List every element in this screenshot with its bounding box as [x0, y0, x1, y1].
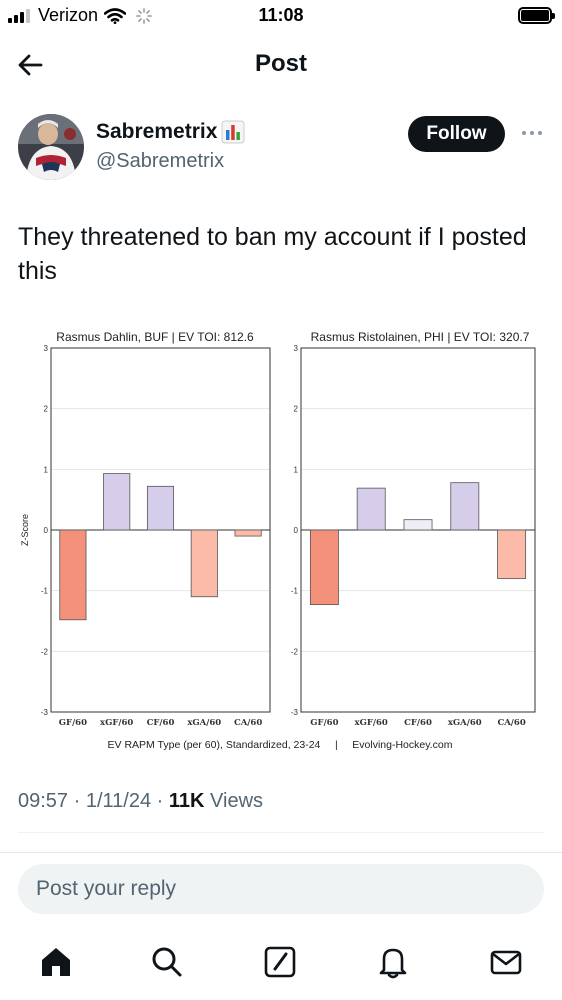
tweet-date: 1/11/24 [85, 790, 152, 812]
chart-x-tick-label: CA/60 [234, 718, 262, 728]
tweet-time: 09:57 [18, 790, 69, 812]
home-icon[interactable] [38, 944, 74, 980]
messages-icon[interactable] [488, 944, 524, 980]
chart-bar [234, 529, 262, 537]
views-label: Views [210, 790, 264, 812]
chart-caption: EV RAPM Type (per 60), Standardized, 23-… [108, 739, 453, 751]
chart-y-tick-label: 0 [44, 526, 49, 535]
notifications-icon[interactable] [375, 944, 411, 980]
page-title: Post [254, 50, 307, 77]
chart-x-tick-label: xGF/60 [100, 718, 133, 728]
carrier-label: Verizon [38, 5, 99, 25]
chart-x-tick-label: xGA/60 [448, 718, 482, 728]
chart-y-tick-label: -2 [291, 647, 299, 656]
search-icon[interactable] [149, 944, 185, 980]
chart-x-tick-label: CA/60 [497, 718, 525, 728]
activity-spinner-icon [136, 7, 152, 24]
chart-x-tick-label: GF/60 [310, 718, 338, 728]
post-header: Post [0, 40, 562, 90]
chart-title-right: Rasmus Ristolainen, PHI | EV TOI: 320.7 [311, 330, 530, 344]
chart-bar [146, 485, 175, 531]
back-arrow-icon[interactable] [14, 48, 48, 82]
chart-y-tick-label: 2 [44, 405, 49, 414]
compose-icon[interactable] [262, 944, 298, 980]
chart-bar [59, 529, 87, 621]
chart-y-tick-label: -1 [41, 587, 49, 596]
chart-x-tick-label: xGF/60 [355, 718, 388, 728]
divider [0, 852, 562, 853]
views-count: 11K [168, 790, 205, 812]
chart-bar [103, 473, 131, 531]
chart-bar [450, 482, 480, 531]
chart-image[interactable]: Rasmus Dahlin, BUF | EV TOI: 812.6 Rasmu… [18, 320, 548, 760]
chart-x-tick-label: xGA/60 [187, 718, 221, 728]
battery-icon [518, 7, 555, 24]
reply-input[interactable]: Post your reply [18, 864, 544, 914]
status-time: 11:08 [258, 5, 304, 25]
chart-y-tick-label: -2 [41, 647, 49, 656]
display-name-row: Sabremetrix [96, 120, 245, 144]
avatar-image [18, 114, 84, 180]
chart-x-tick-label: CF/60 [147, 718, 175, 728]
chart-bar [309, 529, 339, 606]
more-options-icon[interactable] [518, 122, 546, 144]
reply-placeholder: Post your reply [36, 877, 177, 900]
tweet-meta: 09:57 · 1/11/24 · 11K Views [18, 790, 263, 813]
chart-y-tick-label: 0 [294, 526, 299, 535]
chart-y-tick-label: 1 [294, 465, 299, 474]
tweet-text: They threatened to ban my account if I p… [18, 223, 527, 285]
signal-icon [8, 8, 32, 23]
follow-button[interactable]: Follow [408, 116, 505, 152]
chart-bar [190, 529, 218, 598]
chart-x-tick-label: GF/60 [59, 718, 87, 728]
chart-y-tick-label: -3 [291, 708, 299, 717]
wifi-icon [104, 7, 127, 24]
avatar[interactable] [18, 114, 84, 180]
chart-y-tick-label: -3 [41, 708, 49, 717]
chart-x-tick-label: CF/60 [404, 718, 432, 728]
divider [18, 832, 544, 833]
chart-title-left: Rasmus Dahlin, BUF | EV TOI: 812.6 [56, 330, 254, 344]
chart-y-tick-label: 1 [44, 465, 49, 474]
bar-chart-emoji-icon [221, 120, 245, 144]
user-handle[interactable]: @Sabremetrix [96, 150, 225, 172]
chart-y-tick-label: 3 [44, 344, 49, 353]
bottom-nav [0, 940, 562, 990]
chart-bar [497, 529, 527, 579]
status-left: Verizon [8, 5, 152, 26]
chart-y-tick-label: 3 [294, 344, 299, 353]
meta-separator: · [156, 790, 169, 812]
chart-svg: Rasmus Dahlin, BUF | EV TOI: 812.6 Rasmu… [18, 320, 548, 760]
chart-y-axis-label: Z-Score [20, 514, 30, 546]
chart-axes-frame [50, 347, 271, 713]
chart-axes-frame [300, 347, 536, 713]
display-name[interactable]: Sabremetrix [96, 120, 218, 143]
meta-separator: · [73, 790, 86, 812]
chart-y-tick-label: 2 [294, 405, 299, 414]
status-bar: Verizon 11:08 [0, 0, 562, 32]
chart-bar [356, 487, 386, 531]
chart-y-tick-label: -1 [291, 587, 299, 596]
chart-bar [403, 519, 433, 531]
